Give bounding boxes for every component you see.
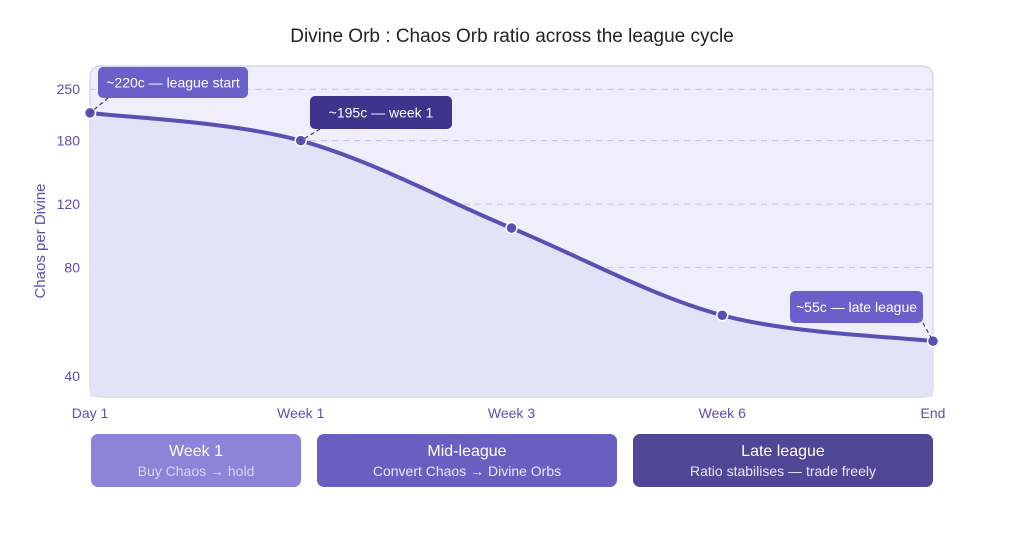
chart-title: Divine Orb : Chaos Orb ratio across the …: [290, 26, 734, 47]
phase-subtitle: Convert Chaos → Divine Orbs: [372, 462, 562, 479]
phase-late-league: Late league Ratio stabilises — trade fre…: [633, 434, 933, 487]
annotation-box: [790, 291, 923, 323]
y-tick-label: 120: [57, 196, 81, 212]
annotation-callout: ~55c — late league: [790, 291, 934, 342]
annotation-callout: ~195c — week 1: [300, 96, 452, 142]
data-point: [716, 309, 729, 322]
x-tick-label: Week 6: [699, 405, 746, 421]
data-point: [926, 334, 940, 348]
x-tick-label: Week 1: [277, 405, 324, 421]
phase-subtitle: Buy Chaos → hold: [137, 462, 255, 479]
phase-subtitle: Ratio stabilises — trade freely: [690, 462, 876, 479]
data-point: [505, 221, 518, 235]
annotation-callout: ~220c — league start: [89, 67, 248, 114]
annotation-leader: [89, 97, 109, 114]
x-tick-label: Day 1: [72, 405, 109, 421]
phase-mid-league: Mid-league Convert Chaos → Divine Orbs: [317, 434, 617, 487]
annotation-leader: [300, 128, 321, 142]
phase-title: Late league: [741, 442, 825, 460]
annotation-box: [98, 67, 248, 98]
phase-week-1: Week 1 Buy Chaos → hold: [91, 434, 301, 487]
y-tick-label: 250: [57, 81, 81, 97]
annotation-box: [310, 96, 452, 129]
y-tick-label: 80: [64, 260, 80, 276]
phase-title: Mid-league: [427, 442, 507, 460]
annotation-leader: [922, 322, 934, 342]
y-tick-label: 40: [64, 368, 80, 384]
y-tick-label: 180: [57, 133, 81, 149]
series-area: [90, 112, 933, 397]
x-tick-label: End: [921, 405, 946, 421]
annotation-label: ~220c — league start: [106, 75, 240, 91]
phase-title: Week 1: [169, 442, 223, 460]
x-tick-label: Week 3: [488, 405, 535, 421]
y-axis-label: Chaos per Divine: [32, 183, 49, 298]
annotation-label: ~55c — late league: [796, 299, 917, 315]
annotation-label: ~195c — week 1: [329, 105, 434, 121]
